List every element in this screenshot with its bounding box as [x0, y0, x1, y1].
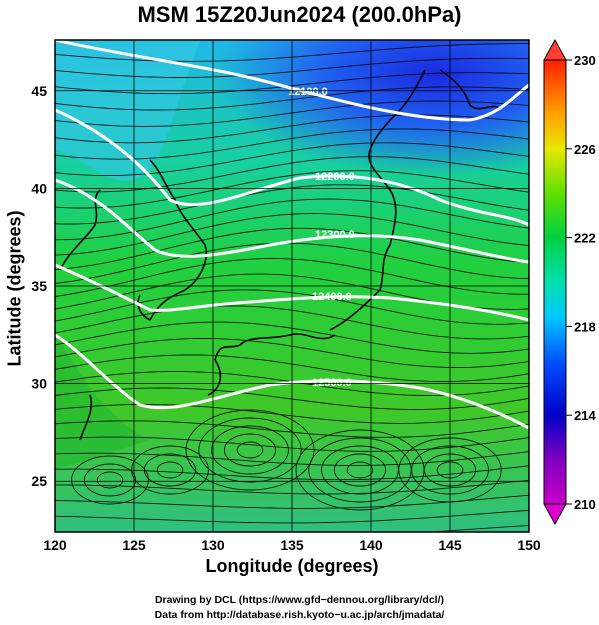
x-axis-label: Longitude (degrees)	[205, 556, 379, 576]
streamline-eddy	[198, 417, 302, 483]
streamline-eddy	[96, 471, 124, 489]
streamline	[55, 436, 529, 452]
streamline-eddy	[333, 453, 387, 487]
colorbar-scale	[543, 59, 567, 505]
streamline-eddy	[156, 461, 184, 479]
geopotential-contours	[55, 40, 529, 430]
streamline	[55, 258, 529, 297]
y-tick-label: 45	[31, 83, 47, 99]
contour-label: 12500.0	[312, 377, 352, 389]
x-tick-label: 145	[438, 537, 462, 553]
colorbar-tick-label: 218	[574, 319, 596, 334]
credit-drawing: Drawing by DCL (https://www.gfd−dennou.o…	[154, 594, 445, 606]
wind-streamlines	[55, 43, 529, 532]
streamline	[55, 213, 529, 256]
streamline	[55, 128, 529, 160]
map-field	[55, 40, 529, 532]
lat-lon-grid	[55, 40, 529, 532]
colorbar-tick-label: 230	[574, 53, 596, 68]
green-region	[55, 330, 150, 470]
colorbar-tick-label: 214	[574, 408, 596, 423]
contour-labels: 12100.0 12200.0 12300.0 12400.0 12500.0	[288, 86, 355, 389]
streamline-eddy	[211, 425, 289, 475]
contour-label: 12200.0	[315, 171, 355, 183]
x-tick-label: 125	[122, 537, 146, 553]
streamline	[55, 420, 529, 438]
streamline-eddy	[223, 433, 277, 467]
credit-data: Data from http://database.rish.kyoto−u.a…	[154, 609, 445, 621]
streamline	[55, 156, 529, 193]
streamline	[55, 525, 529, 532]
colorbar-tick-label: 222	[574, 231, 596, 246]
y-tick-label: 30	[31, 376, 47, 392]
streamline-eddy	[143, 453, 197, 487]
streamline	[55, 43, 529, 62]
streamline	[55, 354, 529, 382]
streamline	[55, 100, 529, 127]
x-tick-label: 140	[359, 537, 383, 553]
contour-label: 12400.0	[312, 291, 352, 303]
colorbar-tick-label: 226	[574, 142, 596, 157]
x-axis: 120 125 130 135 140 145 150	[43, 537, 541, 553]
contour-label: 12300.0	[315, 229, 355, 241]
streamline-eddy	[346, 461, 374, 479]
y-axis: 25 30 35 40 45	[31, 83, 47, 489]
streamline	[55, 387, 529, 410]
streamline	[55, 114, 529, 144]
plot-frame	[54, 39, 530, 533]
streamline-eddy	[236, 441, 264, 459]
x-tick-label: 120	[43, 537, 67, 553]
y-tick-label: 25	[31, 473, 47, 489]
streamline	[55, 338, 529, 368]
streamline	[55, 57, 529, 78]
streamline	[55, 509, 529, 524]
streamline	[55, 184, 529, 225]
streamline	[55, 227, 529, 271]
x-tick-label: 130	[201, 537, 225, 553]
streamline	[55, 404, 529, 424]
streamline-eddy	[185, 409, 315, 491]
contour-label: 12100.0	[288, 86, 328, 98]
streamline	[55, 479, 529, 495]
x-tick-label: 150	[517, 537, 541, 553]
streamline	[55, 451, 529, 466]
streamline	[55, 142, 529, 177]
streamline	[55, 72, 529, 95]
cold-core-shading	[160, 40, 529, 210]
y-tick-label: 40	[31, 180, 47, 196]
coastlines	[59, 69, 501, 441]
colorbar: 230 226 222 218 214 210	[543, 38, 596, 526]
figure-title: MSM 15Z20Jun2024 (200.0hPa)	[137, 2, 462, 27]
streamline	[55, 86, 529, 111]
x-tick-label: 135	[280, 537, 304, 553]
streamline-eddy	[131, 445, 209, 495]
streamline	[55, 305, 529, 340]
streamline	[55, 242, 529, 284]
y-axis-label: Latitude (degrees)	[4, 210, 25, 367]
streamline	[55, 170, 529, 209]
colorbar-max-arrow	[543, 38, 567, 61]
colorbar-tick-label: 210	[574, 497, 596, 512]
y-tick-label: 35	[31, 278, 47, 294]
cyan-region	[55, 40, 200, 181]
streamline-eddy	[71, 455, 149, 505]
colorbar-min-arrow	[543, 503, 567, 526]
streamline-eddy	[83, 463, 137, 497]
streamline	[55, 321, 529, 354]
